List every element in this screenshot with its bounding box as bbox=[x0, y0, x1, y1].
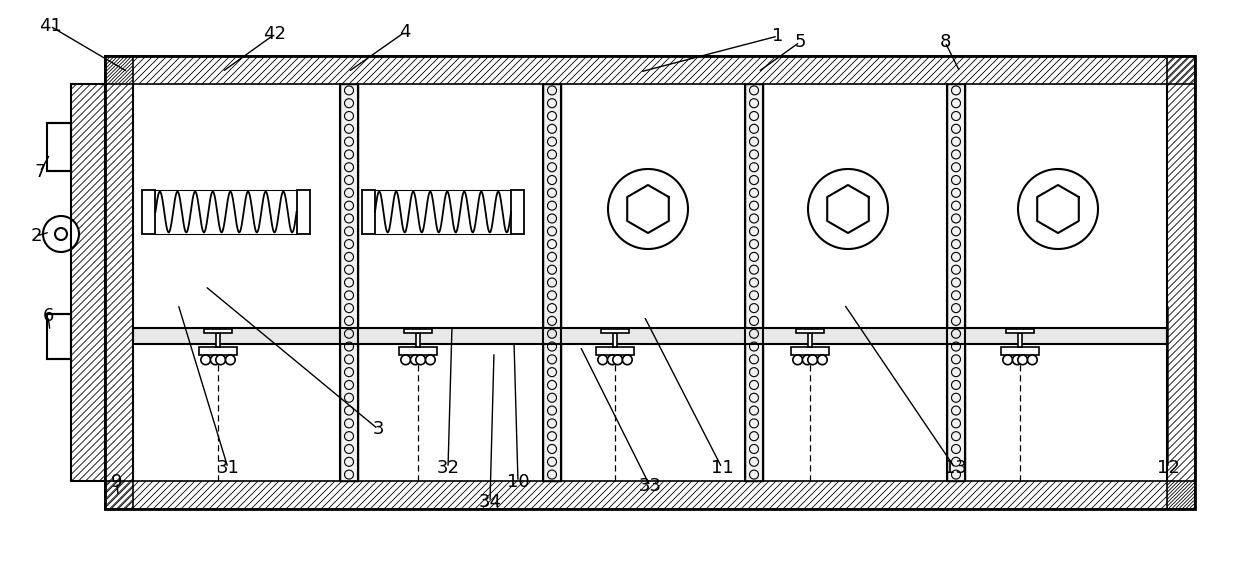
Bar bbox=[105, 56, 133, 509]
Circle shape bbox=[211, 355, 221, 365]
Circle shape bbox=[807, 355, 817, 365]
Bar bbox=[105, 481, 1195, 509]
Circle shape bbox=[802, 355, 812, 365]
Circle shape bbox=[608, 355, 618, 365]
Bar bbox=[216, 333, 221, 347]
Text: 9: 9 bbox=[112, 473, 123, 491]
Bar bbox=[296, 190, 310, 233]
Circle shape bbox=[410, 355, 420, 365]
Text: 34: 34 bbox=[479, 493, 501, 511]
Circle shape bbox=[1018, 355, 1028, 365]
Bar bbox=[601, 329, 629, 333]
Circle shape bbox=[216, 355, 226, 365]
Bar bbox=[511, 190, 525, 233]
Circle shape bbox=[43, 216, 79, 252]
Circle shape bbox=[401, 355, 410, 365]
Bar bbox=[398, 347, 438, 355]
Circle shape bbox=[1028, 355, 1037, 365]
Text: 12: 12 bbox=[1157, 459, 1179, 477]
Text: 1: 1 bbox=[773, 27, 784, 45]
Circle shape bbox=[792, 355, 802, 365]
Circle shape bbox=[1003, 355, 1013, 365]
Text: 42: 42 bbox=[263, 25, 286, 43]
Bar bbox=[71, 84, 105, 481]
Text: 8: 8 bbox=[940, 33, 951, 51]
Circle shape bbox=[1018, 169, 1097, 249]
Circle shape bbox=[201, 355, 211, 365]
Text: 41: 41 bbox=[38, 17, 62, 35]
Bar bbox=[404, 329, 432, 333]
Bar bbox=[133, 84, 1167, 481]
Circle shape bbox=[598, 355, 608, 365]
Circle shape bbox=[608, 169, 688, 249]
Bar bbox=[105, 481, 1195, 509]
Text: 13: 13 bbox=[944, 459, 966, 477]
Bar bbox=[791, 347, 830, 355]
Text: 33: 33 bbox=[639, 477, 661, 495]
Circle shape bbox=[55, 228, 67, 240]
Bar bbox=[143, 190, 155, 233]
Bar bbox=[362, 190, 374, 233]
Text: 31: 31 bbox=[217, 459, 239, 477]
Bar bbox=[105, 56, 133, 509]
Circle shape bbox=[425, 355, 435, 365]
Text: 3: 3 bbox=[372, 420, 383, 438]
Text: 32: 32 bbox=[436, 459, 460, 477]
Bar bbox=[340, 84, 358, 481]
Bar bbox=[543, 84, 560, 481]
Circle shape bbox=[622, 355, 632, 365]
Circle shape bbox=[817, 355, 827, 365]
Bar bbox=[947, 84, 965, 481]
Bar bbox=[47, 314, 71, 359]
Bar bbox=[1167, 56, 1195, 509]
Bar bbox=[47, 123, 71, 171]
Bar bbox=[415, 333, 420, 347]
Text: 7: 7 bbox=[35, 163, 46, 181]
Bar bbox=[1018, 333, 1022, 347]
Bar bbox=[105, 56, 1195, 84]
Text: 5: 5 bbox=[795, 33, 806, 51]
Circle shape bbox=[808, 169, 888, 249]
Bar bbox=[105, 56, 1195, 84]
Bar bbox=[105, 56, 1195, 509]
Text: 4: 4 bbox=[399, 23, 410, 41]
Bar bbox=[71, 84, 105, 481]
Circle shape bbox=[613, 355, 622, 365]
Bar bbox=[595, 347, 635, 355]
Bar bbox=[796, 329, 825, 333]
Circle shape bbox=[1013, 355, 1022, 365]
Bar bbox=[807, 333, 812, 347]
Bar bbox=[613, 333, 618, 347]
Bar bbox=[1006, 329, 1034, 333]
Bar bbox=[1001, 347, 1039, 355]
Circle shape bbox=[226, 355, 236, 365]
Bar bbox=[1167, 56, 1195, 509]
Text: 2: 2 bbox=[30, 227, 42, 245]
Bar bbox=[198, 347, 237, 355]
Bar bbox=[203, 329, 232, 333]
Text: 6: 6 bbox=[42, 307, 53, 325]
Bar bbox=[133, 328, 1167, 344]
Circle shape bbox=[415, 355, 425, 365]
Bar bbox=[745, 84, 763, 481]
Text: 11: 11 bbox=[711, 459, 733, 477]
Bar bbox=[71, 84, 105, 481]
Text: 10: 10 bbox=[507, 473, 529, 491]
